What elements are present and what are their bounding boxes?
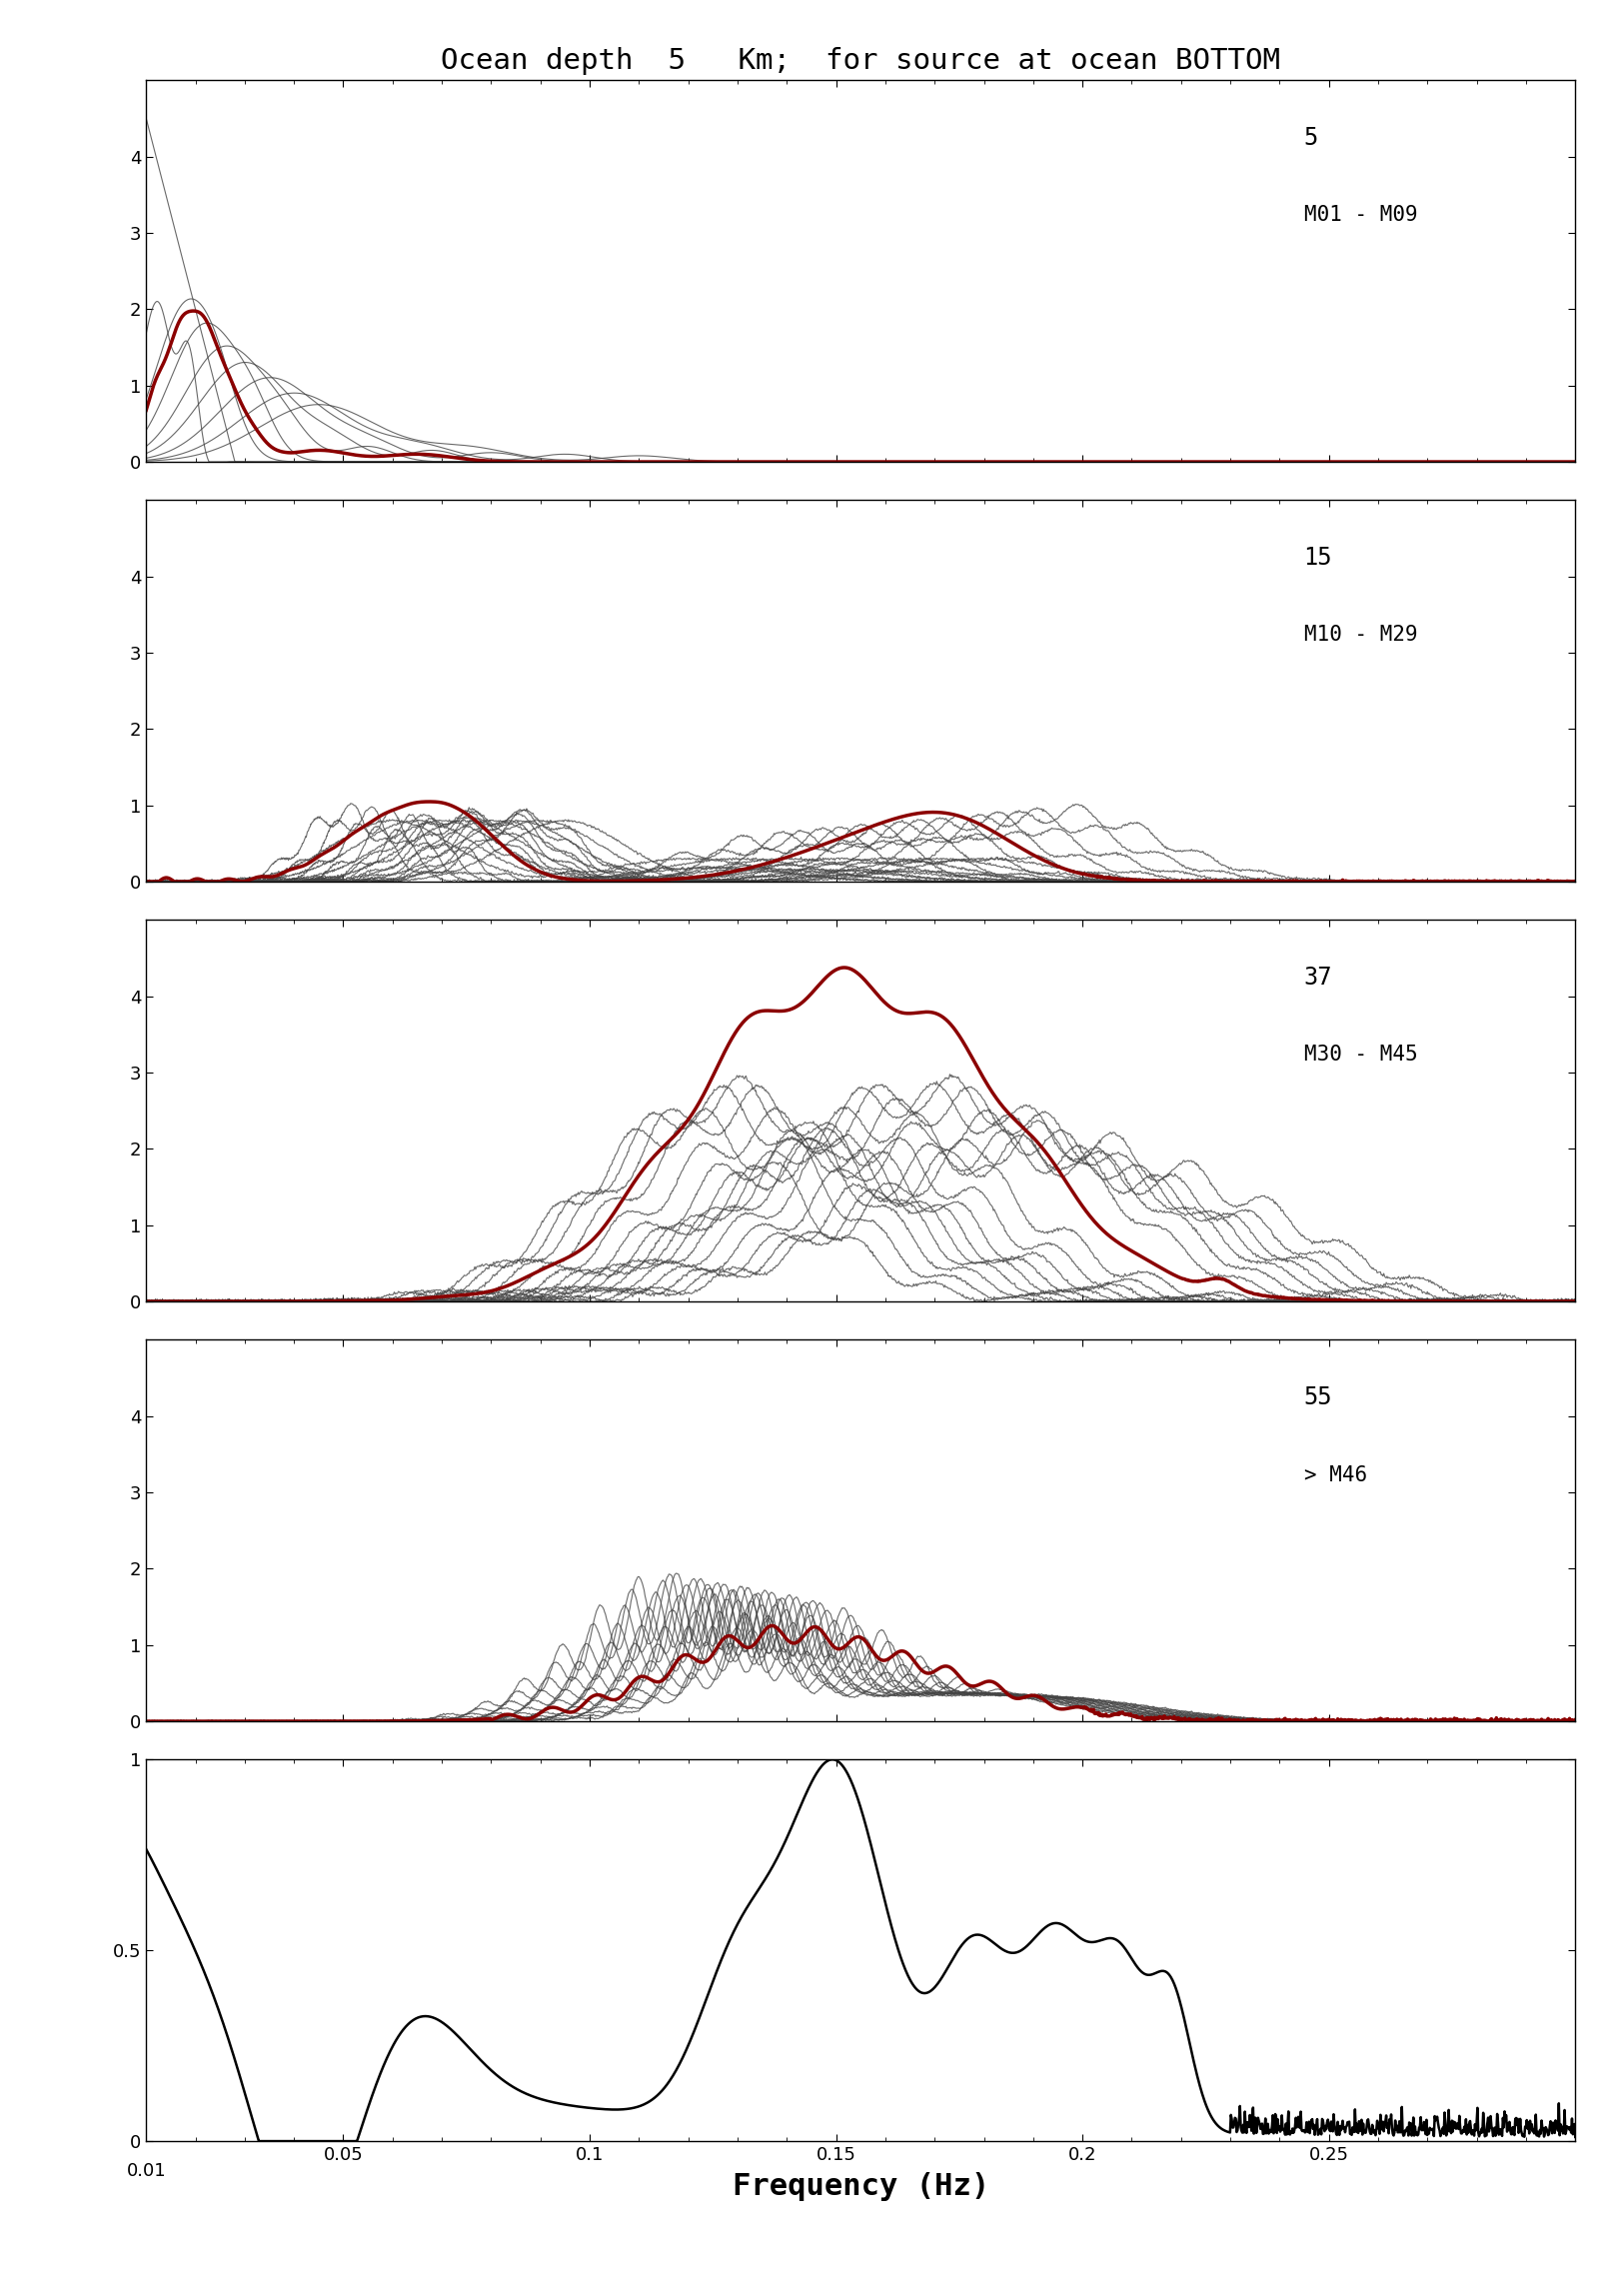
Text: 37: 37 <box>1304 966 1332 989</box>
Text: 5: 5 <box>1304 126 1319 151</box>
Text: 15: 15 <box>1304 545 1332 570</box>
Text: 0.01: 0.01 <box>127 2162 166 2180</box>
Text: > M46: > M46 <box>1304 1466 1367 1484</box>
Text: M30 - M45: M30 - M45 <box>1304 1044 1418 1065</box>
Text: M10 - M29: M10 - M29 <box>1304 625 1418 646</box>
Text: 55: 55 <box>1304 1385 1332 1411</box>
Text: M01 - M09: M01 - M09 <box>1304 206 1418 224</box>
X-axis label: Frequency (Hz): Frequency (Hz) <box>732 2173 989 2201</box>
Title: Ocean depth  5   Km;  for source at ocean BOTTOM: Ocean depth 5 Km; for source at ocean BO… <box>442 48 1280 76</box>
